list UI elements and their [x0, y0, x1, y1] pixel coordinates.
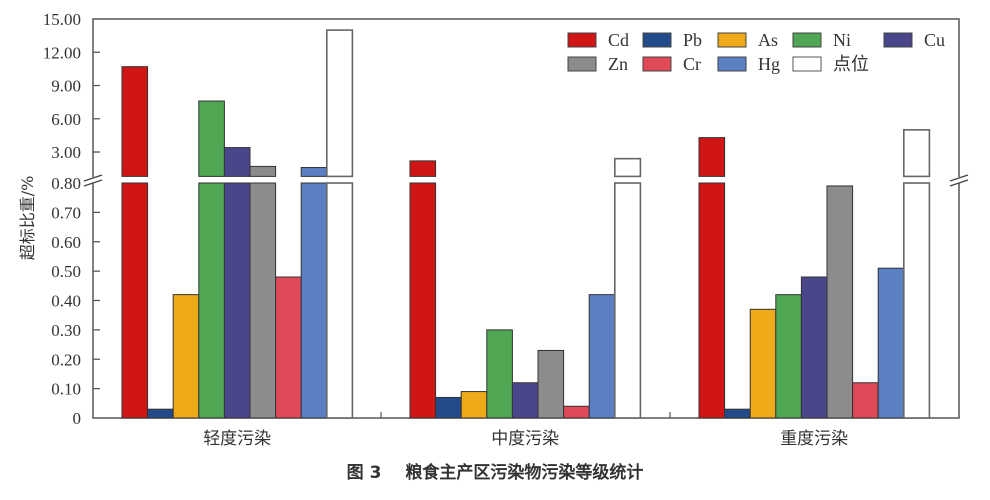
y-tick-label: 0.30 [51, 321, 81, 340]
bar-Zn [537, 349, 565, 419]
bar-Cr [275, 276, 302, 419]
caption-figure-number: 图 3 [346, 463, 382, 483]
legend-label: Cr [683, 54, 701, 74]
bar-Hg-upper [300, 167, 328, 177]
y-tick-label: 15.00 [43, 10, 81, 29]
y-tick-label: 0.70 [51, 203, 81, 222]
y-tick-label: 0.50 [51, 262, 81, 281]
legend-swatch-Pb [642, 32, 672, 48]
bar-点位-upper [902, 129, 931, 178]
legend-swatch-Hg [717, 56, 747, 72]
bar-Zn [826, 185, 854, 419]
bar-Cu [800, 276, 828, 419]
y-tick-label: 9.00 [51, 77, 81, 96]
legend-swatch-Cu [883, 32, 913, 48]
bar-Pb [724, 408, 751, 419]
legend-swatch-点位 [792, 56, 822, 72]
caption-title: 粮食主产区污染物污染等级统计 [405, 463, 644, 483]
bar-点位-lower [325, 182, 354, 419]
bar-Cd-lower [121, 182, 149, 419]
y-tick-label: 0.80 [51, 174, 81, 193]
bar-Ni-lower [198, 182, 225, 419]
bar-点位-lower [902, 182, 931, 419]
y-tick-label: 0.20 [51, 350, 81, 369]
bar-Hg [588, 294, 616, 419]
x-axis-categories: 轻度污染 中度污染 重度污染 [203, 429, 848, 449]
bar-Cu [511, 382, 539, 419]
x-category-label: 重度污染 [780, 429, 848, 449]
legend-label: As [758, 30, 778, 50]
legend-label: Zn [608, 54, 628, 74]
bar-Zn-lower [249, 182, 277, 419]
legend-swatch-As [717, 32, 747, 48]
y-tick-label: 12.00 [43, 43, 81, 62]
figure-caption: 图 3 粮食主产区污染物污染等级统计 [0, 458, 990, 483]
y-tick-label: 0.60 [51, 233, 81, 252]
y-tick-label: 6.00 [51, 110, 81, 129]
bars-layer [121, 29, 931, 419]
y-tick-label: 0.40 [51, 292, 81, 311]
bar-Cd-upper [698, 137, 726, 177]
y-axis-label: 超标比重/% [18, 176, 37, 261]
bar-Hg-lower [300, 182, 328, 419]
bar-Pb [435, 396, 462, 419]
y-tick-label: 0 [73, 409, 82, 428]
bar-点位-upper [325, 29, 354, 178]
bar-As [172, 294, 200, 419]
legend-swatch-Zn [567, 56, 597, 72]
legend-label: Cu [924, 30, 945, 50]
bar-Cd-upper [409, 160, 437, 177]
bar-Cr [852, 382, 879, 419]
bar-Ni [775, 294, 802, 419]
y-tick-label: 0.10 [51, 380, 81, 399]
bar-Pb [147, 408, 174, 419]
legend-label: 点位 [833, 54, 869, 74]
bar-Cu-lower [223, 182, 251, 419]
bar-点位-upper [613, 157, 642, 178]
bar-Cd-lower [409, 182, 437, 419]
bar-Zn-upper [249, 165, 277, 177]
bar-Hg [877, 267, 905, 419]
bar-Cr [563, 405, 590, 419]
bar-Cd-upper [121, 66, 149, 177]
legend: Cd Pb As Ni Cu Zn Cr Hg 点位 [567, 30, 945, 74]
y-tick-label: 3.00 [51, 143, 81, 162]
bar-chart: 0 0.10 0.20 0.30 0.40 0.50 0.60 0.70 0.80 3.00 6.0… [18, 10, 969, 449]
bar-Ni [486, 329, 513, 419]
x-category-label: 中度污染 [491, 429, 559, 449]
legend-swatch-Ni [792, 32, 822, 48]
bar-Ni-upper [198, 100, 225, 177]
bar-As [749, 308, 777, 419]
legend-label: Cd [608, 30, 629, 50]
legend-swatch-Cr [642, 56, 672, 72]
legend-swatch-Cd [567, 32, 597, 48]
bar-点位-lower [613, 182, 642, 419]
bar-Cd-lower [698, 182, 726, 419]
legend-label: Hg [758, 54, 780, 74]
bar-Cu-upper [223, 147, 251, 177]
y-axis: 0 0.10 0.20 0.30 0.40 0.50 0.60 0.70 0.80 3.00 6.0… [43, 10, 671, 428]
legend-label: Ni [833, 30, 851, 50]
x-category-label: 轻度污染 [203, 429, 271, 449]
legend-label: Pb [683, 30, 702, 50]
bar-As [460, 391, 488, 419]
